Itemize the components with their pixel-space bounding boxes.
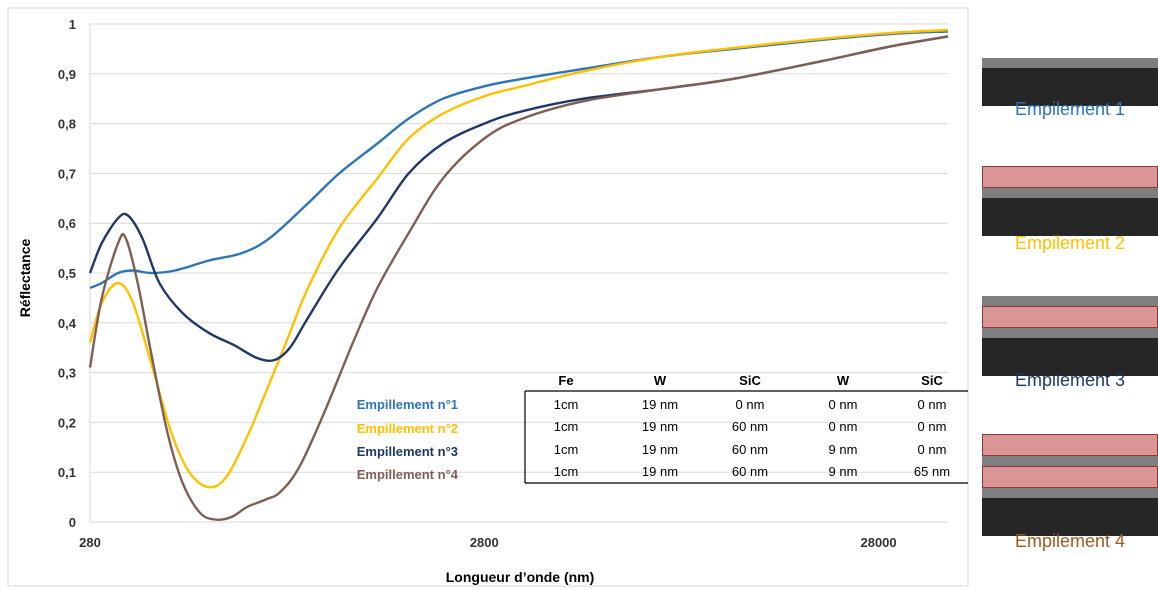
layer-sic (982, 306, 1158, 328)
y-tick-label: 0,8 (58, 117, 76, 132)
table-cell: 0 nm (918, 397, 947, 412)
table-cell: 19 nm (642, 397, 678, 412)
table-cell: 1cm (554, 397, 579, 412)
stack-diagram (982, 434, 1158, 536)
reflectance-chart: 00,10,20,30,40,50,60,70,80,91 280 2800 280… (7, 7, 969, 587)
layer-thickness-table: Fe W SiC W SiC 1cm 19 nm 0 nm 0 nm 0 nm 1cm 19 nm 60… (524, 373, 968, 484)
stack-label: Empilement 2 (1014, 233, 1126, 253)
legend-entry: Empillement n°3 (357, 444, 458, 459)
layer-fe (982, 198, 1158, 236)
y-tick-label: 0 (69, 515, 76, 530)
table-cell: 1cm (554, 419, 579, 434)
layer-w (982, 488, 1158, 498)
layer-w (982, 58, 1158, 68)
y-tick-label: 0,5 (58, 266, 76, 281)
legend: Empillement n°1 Empillement n°2 Empillemen… (357, 397, 459, 482)
table-header: SiC (921, 373, 943, 388)
series-line (88, 35, 949, 362)
y-tick-label: 1 (69, 17, 76, 32)
legend-entry: Empillement n°2 (357, 421, 458, 436)
table-cell: 60 nm (732, 464, 768, 479)
y-axis-title: Réflectance (17, 238, 33, 317)
gridlines (89, 23, 948, 523)
layer-w (982, 296, 1158, 306)
y-tick-label: 0,7 (58, 166, 76, 181)
table-cell: 19 nm (642, 419, 678, 434)
y-tick-label: 0,9 (58, 67, 76, 82)
series-lines (88, 28, 949, 521)
stack-label: Empilement 1 (1014, 99, 1126, 119)
table-cell: 0 nm (829, 419, 858, 434)
layer-fe (982, 498, 1158, 536)
y-tick-label: 0,3 (58, 366, 76, 381)
table-header: W (837, 373, 850, 388)
x-tick-label: 2800 (470, 535, 499, 550)
table-header: SiC (739, 373, 761, 388)
table-cell: 60 nm (732, 442, 768, 457)
y-tick-label: 0,2 (58, 415, 76, 430)
y-tick-label: 0,6 (58, 216, 76, 231)
table-cell: 0 nm (918, 442, 947, 457)
x-tick-labels: 280 2800 28000 (79, 535, 896, 550)
stack-diagram (982, 296, 1158, 376)
layer-sic (982, 166, 1158, 188)
table-header: Fe (558, 373, 573, 388)
y-tick-label: 0,1 (58, 465, 76, 480)
series-line (88, 35, 949, 521)
x-tick-label: 280 (79, 535, 101, 550)
stack-diagram (982, 166, 1158, 236)
layer-w (982, 328, 1158, 338)
series-line (88, 28, 949, 489)
table-cell: 65 nm (914, 464, 950, 479)
stack-diagram (982, 58, 1158, 106)
table-cell: 19 nm (642, 464, 678, 479)
layer-sic (982, 466, 1158, 488)
table-cell: 9 nm (829, 464, 858, 479)
layer-sic (982, 434, 1158, 456)
y-tick-label: 0,4 (58, 316, 77, 331)
stack-label: Empilement 3 (1014, 370, 1126, 390)
table-cell: 1cm (554, 464, 579, 479)
x-tick-label: 28000 (860, 535, 896, 550)
layer-fe (982, 68, 1158, 106)
table-cell: 0 nm (829, 397, 858, 412)
legend-entry: Empillement n°1 (357, 397, 458, 412)
table-cell: 9 nm (829, 442, 858, 457)
x-axis-title: Longueur d’onde (nm) (446, 569, 595, 585)
table-cell: 0 nm (918, 419, 947, 434)
layer-fe (982, 338, 1158, 376)
table-header: W (654, 373, 667, 388)
legend-entry: Empillement n°4 (357, 467, 459, 482)
stack-label: Empilement 4 (1014, 531, 1126, 551)
chart-frame (7, 7, 969, 587)
layer-w (982, 456, 1158, 466)
layer-w (982, 188, 1158, 198)
table-cell: 60 nm (732, 419, 768, 434)
series-line (89, 30, 949, 290)
table-cell: 19 nm (642, 442, 678, 457)
table-cell: 1cm (554, 442, 579, 457)
table-cell: 0 nm (736, 397, 765, 412)
y-tick-labels: 0 0,1 0,2 0,3 0,4 0,5 0,6 0,7 0,8 0,9 1 (58, 17, 77, 530)
